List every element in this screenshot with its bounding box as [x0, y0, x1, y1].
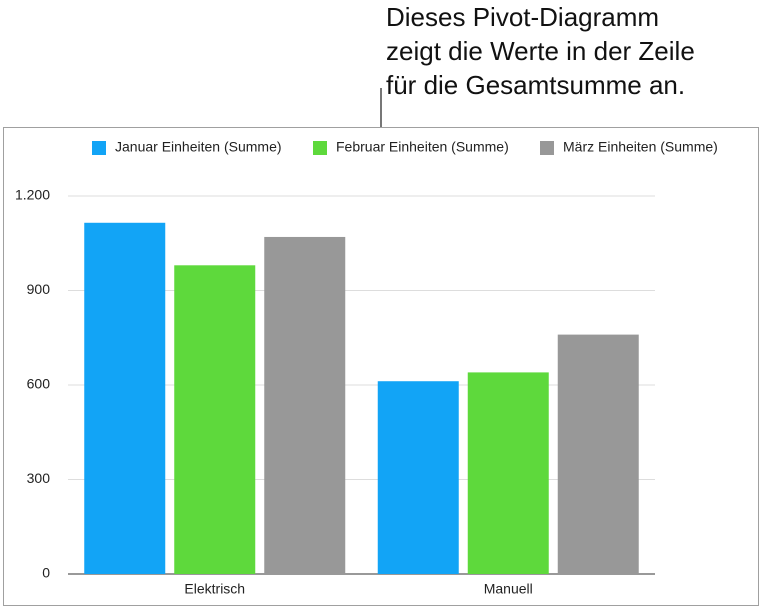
- legend-swatch: [540, 141, 554, 155]
- bar: [264, 236, 346, 574]
- bar: [84, 222, 166, 574]
- legend-label: März Einheiten (Summe): [563, 139, 718, 155]
- bar: [377, 381, 459, 574]
- annotation: Dieses Pivot-Diagramm: [386, 2, 659, 32]
- y-tick-label: 900: [27, 281, 51, 297]
- legend-label: Februar Einheiten (Summe): [336, 139, 509, 155]
- x-tick-label: Manuell: [484, 581, 533, 597]
- bar: [557, 334, 639, 574]
- y-tick-label: 0: [42, 565, 50, 581]
- annotation: für die Gesamtsumme an.: [386, 70, 685, 100]
- legend-label: Januar Einheiten (Summe): [115, 139, 282, 155]
- y-tick-label: 1.200: [15, 187, 50, 203]
- y-tick-label: 300: [27, 470, 51, 486]
- y-tick-label: 600: [27, 376, 51, 392]
- legend-swatch: [313, 141, 327, 155]
- legend-swatch: [92, 141, 106, 155]
- bar: [174, 265, 256, 574]
- bar: [467, 372, 549, 574]
- annotation: zeigt die Werte in der Zeile: [386, 36, 695, 66]
- x-tick-label: Elektrisch: [184, 581, 245, 597]
